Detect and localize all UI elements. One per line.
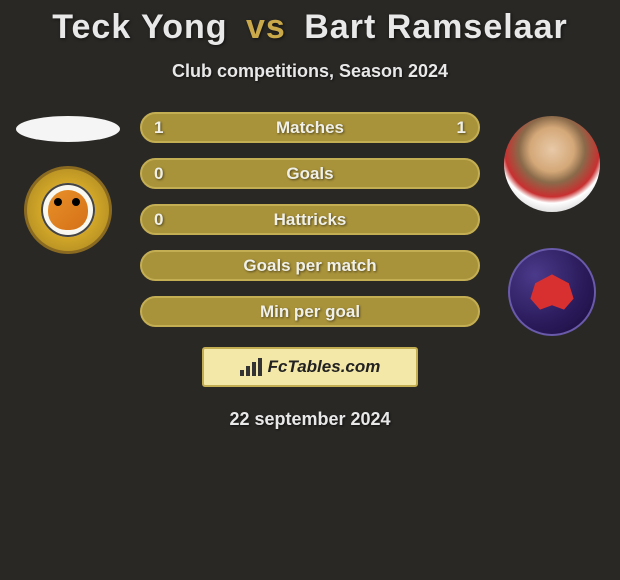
left-column — [8, 112, 128, 254]
stat-left-value: 0 — [154, 210, 163, 230]
player1-name: Teck Yong — [52, 8, 227, 46]
comparison-title: Teck Yong vs Bart Ramselaar — [0, 0, 620, 47]
stat-left-value: 1 — [154, 118, 163, 138]
stat-label: Hattricks — [274, 210, 347, 230]
stat-row-gpm: Goals per match — [140, 250, 480, 281]
stat-row-hattricks: 0 Hattricks — [140, 204, 480, 235]
player2-club-badge — [508, 248, 596, 336]
content-area: 1 Matches 1 0 Goals 0 Hattricks Goals pe… — [0, 112, 620, 430]
bars-icon — [240, 358, 262, 376]
player2-avatar — [504, 116, 600, 212]
right-column — [492, 112, 612, 336]
stat-row-mpg: Min per goal — [140, 296, 480, 327]
player2-name: Bart Ramselaar — [304, 8, 567, 46]
vs-text: vs — [246, 8, 286, 46]
brand-box: FcTables.com — [202, 347, 418, 387]
stat-label: Matches — [276, 118, 344, 138]
stat-label: Goals — [286, 164, 333, 184]
stat-right-value: 1 — [457, 118, 466, 138]
stats-bars: 1 Matches 1 0 Goals 0 Hattricks Goals pe… — [140, 112, 480, 327]
stat-label: Goals per match — [243, 256, 376, 276]
brand-text: FcTables.com — [268, 357, 381, 377]
subtitle: Club competitions, Season 2024 — [0, 61, 620, 82]
player1-club-badge — [24, 166, 112, 254]
stat-row-goals: 0 Goals — [140, 158, 480, 189]
stat-row-matches: 1 Matches 1 — [140, 112, 480, 143]
stat-label: Min per goal — [260, 302, 360, 322]
player1-avatar — [16, 116, 120, 142]
tiger-icon — [48, 190, 88, 230]
date-text: 22 september 2024 — [0, 409, 620, 430]
stat-left-value: 0 — [154, 164, 163, 184]
